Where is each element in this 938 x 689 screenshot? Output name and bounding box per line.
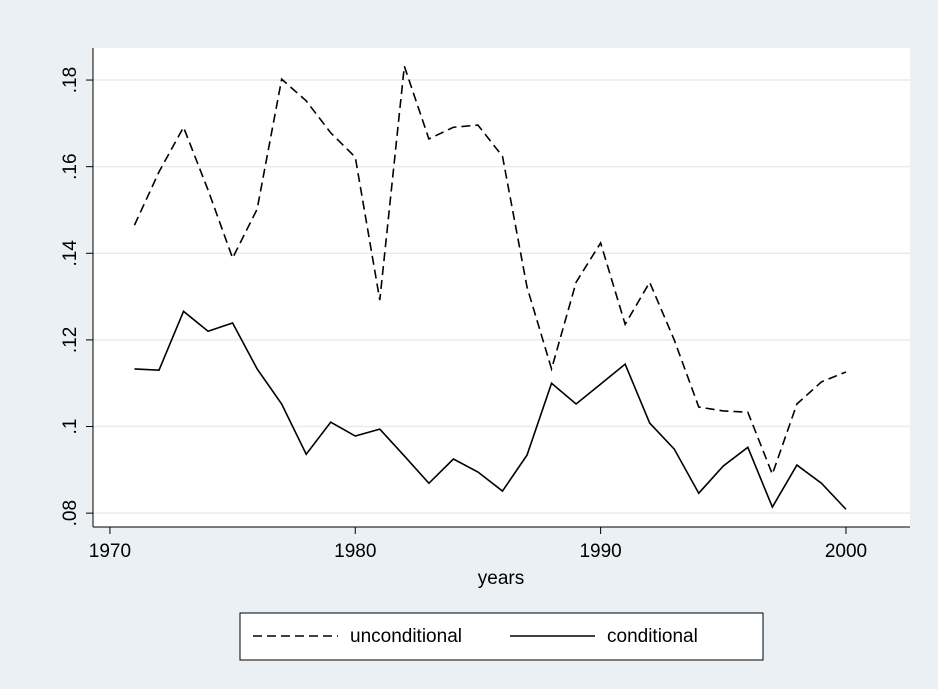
legend-label: conditional bbox=[607, 626, 698, 647]
x-axis-label: years bbox=[478, 568, 524, 589]
y-tick-label: .14 bbox=[60, 240, 81, 267]
y-tick-label: .1 bbox=[60, 419, 81, 435]
legend-label: unconditional bbox=[350, 626, 462, 647]
x-tick-label: 1970 bbox=[89, 541, 131, 562]
y-tick-label: .16 bbox=[60, 153, 81, 179]
x-tick-label: 1980 bbox=[334, 541, 376, 562]
y-tick-label: .18 bbox=[60, 67, 81, 93]
series-line bbox=[134, 310, 847, 510]
plot-area bbox=[93, 48, 910, 527]
y-tick-label: .12 bbox=[60, 327, 81, 353]
x-tick-label: 2000 bbox=[825, 541, 867, 562]
y-tick-label: .08 bbox=[60, 500, 81, 526]
series-line bbox=[133, 65, 847, 477]
x-tick-label: 1990 bbox=[579, 541, 621, 562]
